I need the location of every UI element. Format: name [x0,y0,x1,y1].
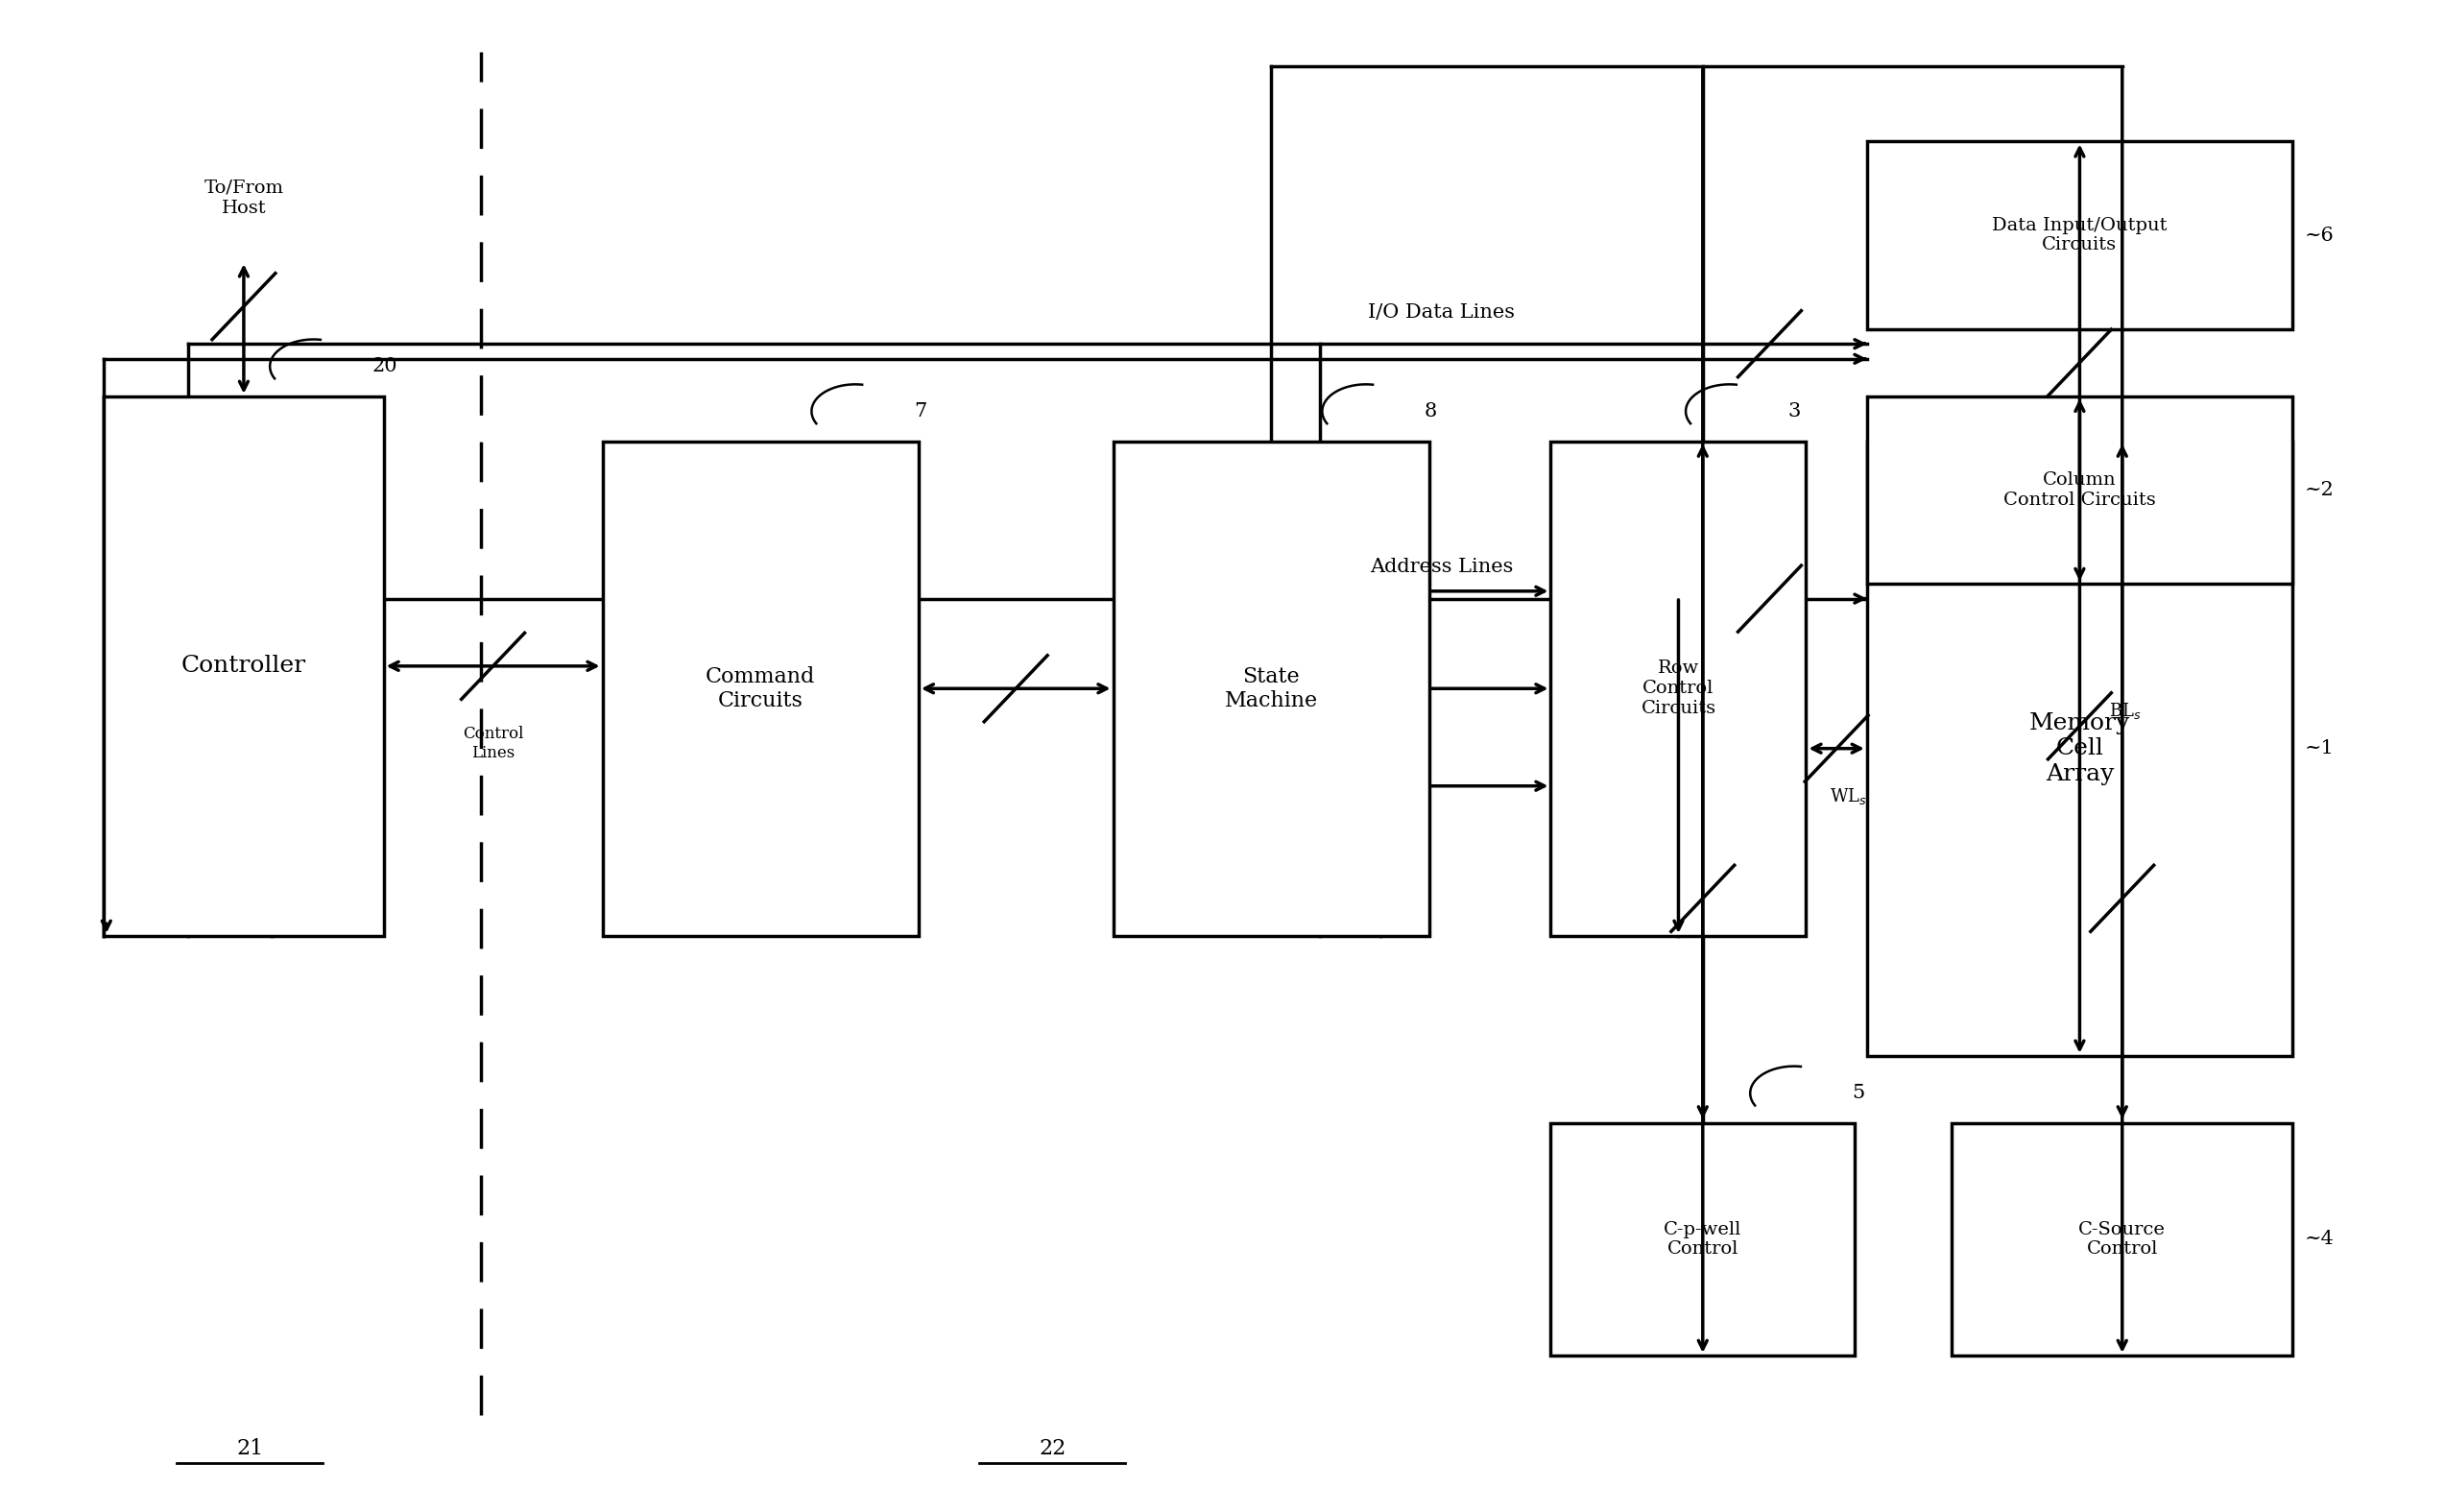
Text: C-Source
Control: C-Source Control [2078,1220,2166,1258]
Text: Memory
Cell
Array: Memory Cell Array [2029,712,2130,785]
Text: ~2: ~2 [2306,481,2335,499]
Text: ~4: ~4 [2306,1231,2335,1249]
Text: Control
Lines: Control Lines [462,726,523,761]
Text: 20: 20 [372,357,399,375]
Text: 5: 5 [1853,1084,1866,1102]
Text: I/O Data Lines: I/O Data Lines [1367,302,1516,322]
Text: Column
Control Circuits: Column Control Circuits [2002,472,2156,508]
Text: Command
Circuits: Command Circuits [707,665,814,711]
Text: Row
Control
Circuits: Row Control Circuits [1641,659,1716,717]
FancyBboxPatch shape [105,396,384,936]
Text: 21: 21 [237,1438,264,1459]
Text: State
Machine: State Machine [1225,665,1318,711]
Text: 22: 22 [1039,1438,1066,1459]
FancyBboxPatch shape [1951,1123,2293,1355]
FancyBboxPatch shape [1550,442,1807,936]
Text: WL$_s$: WL$_s$ [1829,786,1868,806]
Text: Controller: Controller [181,655,306,677]
Text: Address Lines: Address Lines [1369,558,1513,576]
FancyBboxPatch shape [1112,442,1430,936]
Text: 7: 7 [914,402,927,420]
FancyBboxPatch shape [601,442,919,936]
FancyBboxPatch shape [1550,1123,1856,1355]
Text: 3: 3 [1787,402,1800,420]
Text: ~6: ~6 [2306,227,2335,245]
Text: ~1: ~1 [2306,739,2335,758]
FancyBboxPatch shape [1868,396,2293,584]
Text: 8: 8 [1425,402,1438,420]
FancyBboxPatch shape [1868,142,2293,330]
Text: Data Input/Output
Circuits: Data Input/Output Circuits [1993,216,2166,254]
Text: To/From
Host: To/From Host [203,180,284,216]
Text: BL$_s$: BL$_s$ [2110,702,2142,721]
FancyBboxPatch shape [1868,442,2293,1055]
Text: C-p-well
Control: C-p-well Control [1663,1220,1741,1258]
